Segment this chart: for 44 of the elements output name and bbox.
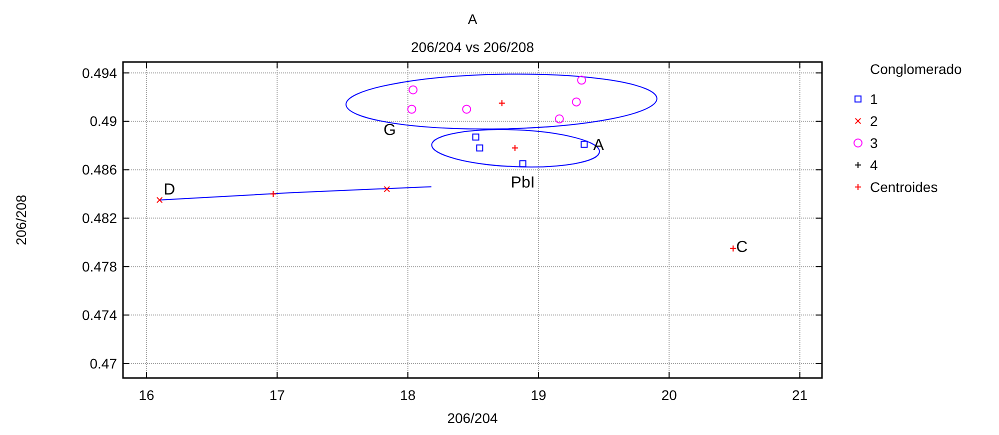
y-axis-title: 206/208	[13, 194, 29, 246]
annotation: C	[736, 239, 748, 256]
point	[512, 144, 518, 151]
x-tick-label: 17	[269, 387, 286, 403]
y-tick-label: 0.474	[82, 306, 118, 323]
x-tick-label: 19	[530, 387, 546, 403]
annotation: G	[384, 122, 396, 139]
legend-label: 3	[870, 134, 878, 151]
point	[476, 144, 484, 152]
annotation: D	[164, 182, 176, 199]
legend-label: 1	[870, 90, 878, 107]
annotation: A	[593, 136, 604, 154]
annotation: PbI	[510, 174, 535, 192]
y-tick-label: 0.494	[82, 64, 118, 81]
chart-title: A	[468, 11, 478, 27]
legend-title: Conglomerado	[870, 61, 962, 77]
point	[156, 197, 163, 204]
point	[572, 97, 581, 106]
point	[554, 114, 564, 124]
point	[462, 104, 472, 114]
x-tick-label: 21	[792, 387, 808, 403]
point	[384, 186, 390, 192]
y-tick-label: 0.478	[82, 258, 118, 275]
y-tick-label: 0.486	[82, 162, 118, 178]
point	[498, 100, 505, 106]
point	[519, 160, 526, 168]
point	[730, 245, 736, 252]
point	[407, 104, 416, 114]
legend-label: 4	[870, 156, 878, 173]
x-tick-label: 18	[400, 387, 416, 403]
point	[580, 140, 588, 148]
x-tick-label: 20	[661, 387, 678, 403]
y-tick-label: 0.482	[82, 210, 118, 226]
legend-label: Centroides	[870, 178, 938, 195]
y-tick-label: 0.47	[90, 355, 118, 372]
point	[408, 85, 418, 94]
legend-label: 2	[870, 112, 878, 129]
x-axis-title: 206/204	[447, 410, 498, 426]
point	[270, 190, 276, 197]
y-tick-label: 0.49	[90, 113, 118, 130]
point	[472, 134, 480, 141]
x-tick-label: 16	[138, 387, 155, 403]
chart-subtitle: 206/204 vs 206/208	[411, 39, 534, 55]
point	[577, 76, 586, 85]
